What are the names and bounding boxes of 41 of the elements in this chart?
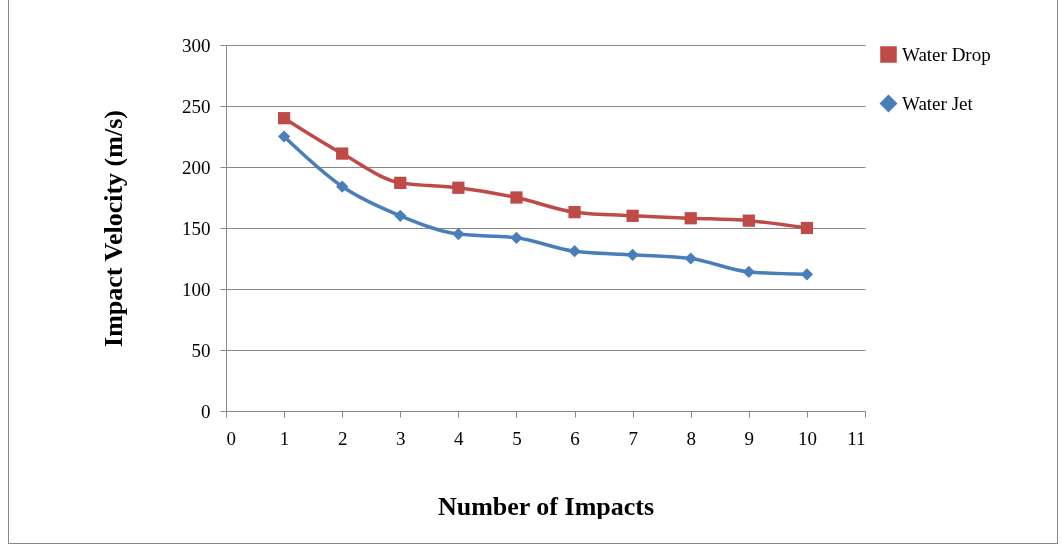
point — [277, 130, 291, 143]
point — [800, 221, 814, 235]
y-tick-label: 200 — [182, 156, 211, 178]
y-tick-label: 150 — [182, 217, 211, 239]
point — [742, 214, 755, 227]
point — [277, 112, 291, 125]
x-tick-label: 5 — [512, 427, 522, 449]
x-tick-label: 4 — [454, 427, 465, 449]
x-tick-label: 9 — [744, 427, 755, 449]
y-tick-label: 100 — [182, 278, 211, 300]
point — [684, 252, 697, 265]
y-tick-label: 50 — [191, 339, 211, 361]
x-tick-label: 7 — [628, 427, 638, 449]
x-tick-label: 10 — [797, 427, 817, 449]
point — [568, 245, 581, 258]
point — [394, 176, 407, 189]
point — [684, 212, 697, 225]
x-tick-label: 8 — [686, 427, 696, 449]
point — [336, 180, 349, 193]
point — [336, 147, 349, 160]
point — [394, 209, 407, 222]
point — [742, 265, 755, 279]
y-tick-label: 300 — [182, 34, 211, 56]
point — [452, 227, 465, 241]
point — [510, 231, 523, 244]
x-tick-label: 2 — [337, 427, 348, 449]
x-tick-label: 3 — [396, 427, 406, 449]
legend-label: Water Drop — [902, 43, 991, 65]
y-tick-label: 250 — [182, 95, 211, 117]
x-tick-label: 11 — [847, 427, 866, 449]
x-tick-label: 0 — [226, 427, 236, 449]
point — [452, 181, 465, 194]
legend-label: Water Jet — [902, 92, 974, 114]
y-tick-label: 0 — [201, 400, 211, 422]
x-tick-label: 1 — [279, 427, 290, 449]
y-axis-title: Impact Velocity (m/s) — [99, 110, 128, 347]
point — [626, 209, 639, 222]
point — [568, 206, 581, 219]
point — [510, 191, 523, 204]
point — [800, 268, 814, 281]
x-tick-label: 6 — [570, 427, 580, 449]
